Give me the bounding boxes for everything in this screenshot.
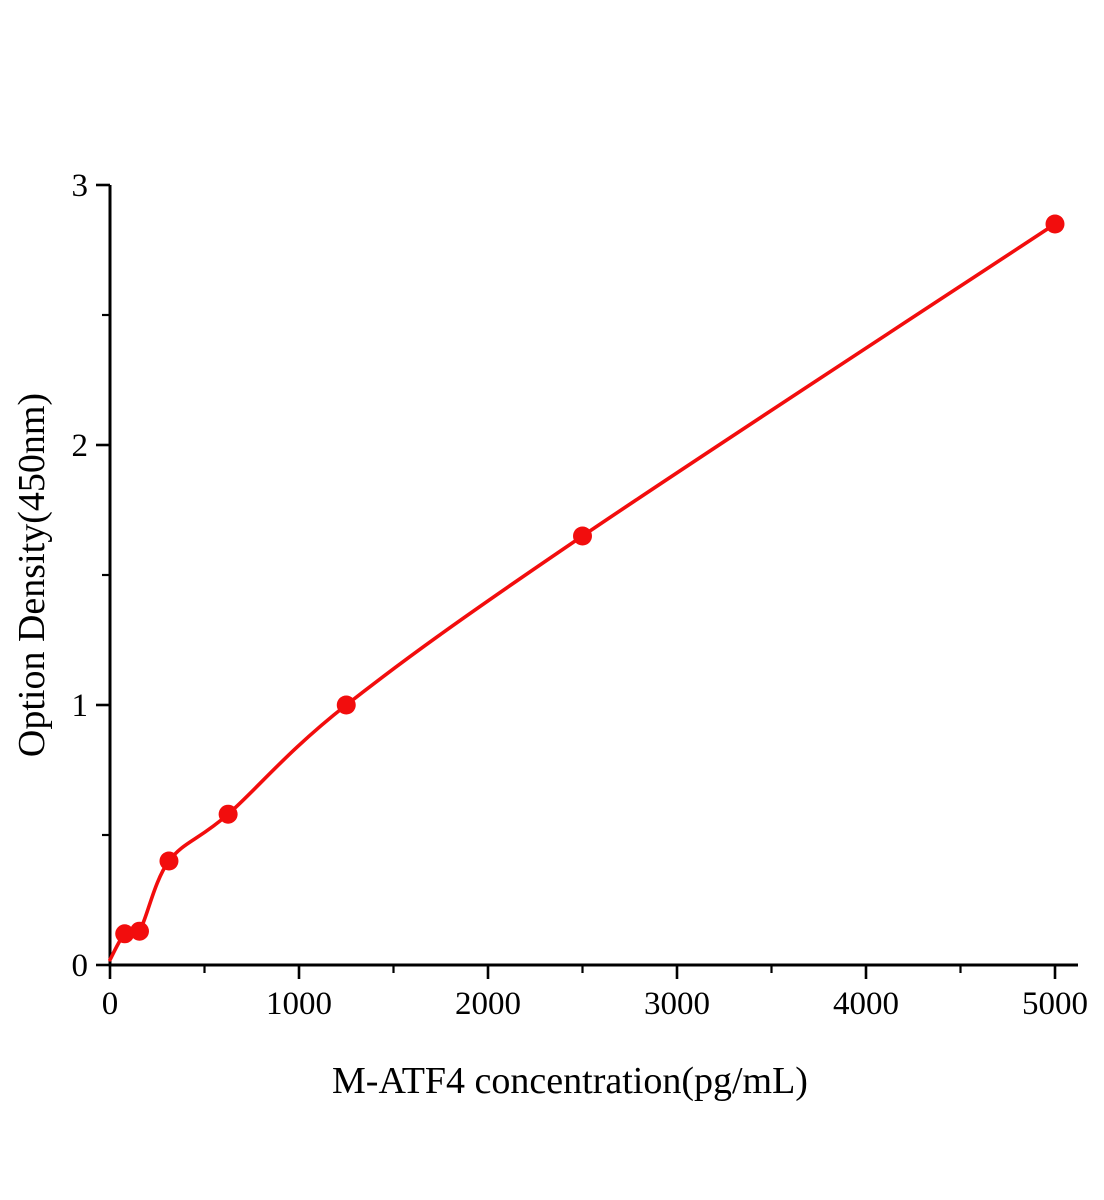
data-point — [159, 851, 179, 871]
y-tick-label: 1 — [72, 688, 89, 724]
x-tick-label: 0 — [102, 986, 119, 1022]
data-point — [1045, 214, 1065, 234]
y-tick-label: 0 — [72, 948, 89, 984]
data-point — [573, 526, 592, 546]
x-tick-label: 2000 — [455, 986, 521, 1022]
data-point — [336, 695, 356, 715]
x-tick-label: 4000 — [833, 986, 899, 1022]
tick-labels: 0 1000 2000 3000 4000 5000 0 1 2 3 — [72, 168, 1089, 1022]
data-point — [129, 921, 149, 941]
data-point — [115, 924, 135, 944]
tick-marks — [96, 183, 1057, 979]
y-tick-label: 3 — [72, 168, 89, 204]
x-tick-label: 5000 — [1022, 986, 1088, 1022]
y-axis-title: Option Density(450nm) — [11, 393, 53, 757]
x-tick-label: 3000 — [644, 986, 710, 1022]
fit-curve-line — [108, 222, 1057, 962]
x-axis-title: M-ATF4 concentration(pg/mL) — [332, 1060, 808, 1102]
y-tick-label: 2 — [72, 428, 89, 464]
x-tick-label: 1000 — [266, 986, 332, 1022]
data-point — [218, 804, 238, 824]
data-points — [115, 214, 1065, 944]
